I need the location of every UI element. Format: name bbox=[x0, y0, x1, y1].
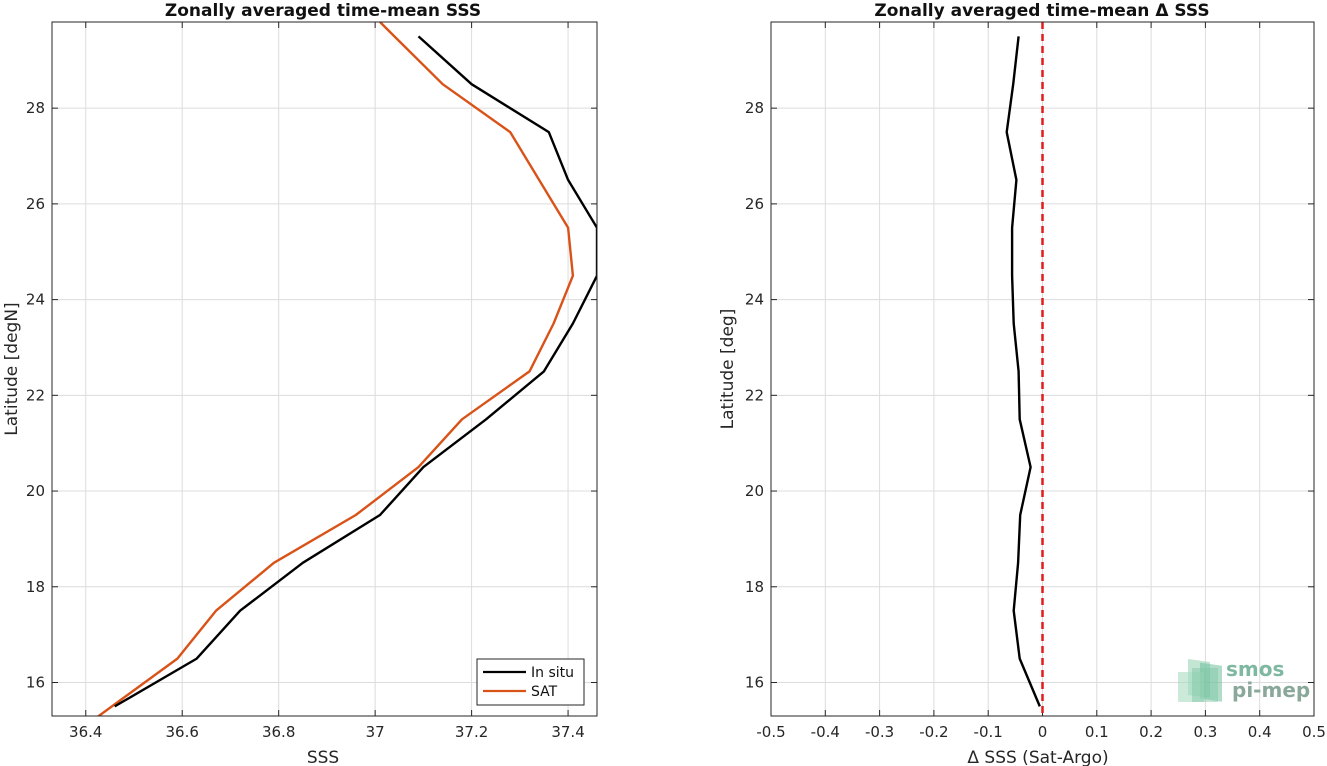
axes-frame bbox=[770, 21, 1315, 717]
x-tick-label: 36.4 bbox=[69, 723, 102, 741]
x-tick-label: 37 bbox=[366, 723, 385, 741]
y-tick-label: 16 bbox=[745, 673, 764, 691]
x-tick-label: 0.2 bbox=[1139, 723, 1163, 741]
series-line-delta-sss bbox=[1005, 36, 1041, 707]
x-tick-label: 36.8 bbox=[262, 723, 295, 741]
x-tick-label: 0.5 bbox=[1302, 723, 1326, 741]
y-tick-label: 18 bbox=[745, 578, 764, 596]
right-chart-title: Zonally averaged time-mean Δ SSS bbox=[874, 1, 1209, 21]
legend-label-sat: SAT bbox=[531, 684, 558, 700]
plot-area: 36.4 36.6 36.8 37 37.2 37.4 16 18 20 22 24 26 28 bbox=[26, 21, 598, 741]
right-y-axis-label: Latitude [deg] bbox=[718, 309, 738, 430]
delta-sss-profile-panel: -0.5 -0.4 -0.3 -0.2 -0.1 0 0.1 0.2 0.3 0.4 0.5 16 18… bbox=[718, 1, 1326, 766]
x-tick-label: 37.2 bbox=[455, 723, 488, 741]
y-tick-label: 26 bbox=[26, 195, 45, 213]
x-tick-label: -0.3 bbox=[865, 723, 894, 741]
y-tick-label: 16 bbox=[26, 673, 45, 691]
axes-frame bbox=[51, 21, 598, 717]
y-tick-label: 22 bbox=[745, 386, 764, 404]
legend: In situ SAT bbox=[476, 658, 585, 706]
plot-background bbox=[52, 22, 597, 716]
series-line-in-situ bbox=[114, 35, 597, 708]
x-tick-label: 36.6 bbox=[166, 723, 199, 741]
legend-box bbox=[476, 658, 585, 706]
logo-text-pi-mep: pi-mep bbox=[1232, 678, 1310, 702]
y-tick-label: 20 bbox=[26, 482, 45, 500]
x-tick-label: 0.1 bbox=[1085, 723, 1109, 741]
right-x-axis-label: Δ SSS (Sat-Argo) bbox=[967, 748, 1108, 766]
series-line-sat bbox=[96, 22, 575, 716]
logo-text-smos: smos bbox=[1226, 657, 1284, 681]
smos-pi-mep-logo: smos pi-mep bbox=[1178, 657, 1310, 702]
x-tick-label: -0.4 bbox=[811, 723, 840, 741]
sss-profile-panel: 36.4 36.6 36.8 37 37.2 37.4 16 18 20 22 24 26 28 Zon… bbox=[2, 1, 598, 766]
x-tick-label: 0.3 bbox=[1193, 723, 1217, 741]
y-tick-label: 28 bbox=[26, 99, 45, 117]
plot-area: -0.5 -0.4 -0.3 -0.2 -0.1 0 0.1 0.2 0.3 0.4 0.5 16 18… bbox=[745, 21, 1326, 741]
y-tick-label: 18 bbox=[26, 578, 45, 596]
y-tick-label: 24 bbox=[745, 291, 764, 309]
y-tick-label: 24 bbox=[26, 291, 45, 309]
x-tick-label: -0.5 bbox=[756, 723, 785, 741]
left-y-axis-label: Latitude [degN] bbox=[2, 302, 22, 435]
logo-mark-icon bbox=[1178, 658, 1222, 702]
left-x-axis-label: SSS bbox=[307, 748, 339, 766]
left-chart-title: Zonally averaged time-mean SSS bbox=[165, 1, 481, 21]
x-tick-label: 37.4 bbox=[551, 723, 584, 741]
y-tick-label: 20 bbox=[745, 482, 764, 500]
x-tick-label: 0 bbox=[1038, 723, 1048, 741]
x-tick-label: 0.4 bbox=[1248, 723, 1272, 741]
x-tick-label: -0.2 bbox=[919, 723, 948, 741]
y-tick-label: 22 bbox=[26, 386, 45, 404]
y-tick-label: 26 bbox=[745, 195, 764, 213]
legend-label-in-situ: In situ bbox=[531, 665, 574, 681]
y-tick-label: 28 bbox=[745, 99, 764, 117]
x-tick-label: -0.1 bbox=[974, 723, 1003, 741]
